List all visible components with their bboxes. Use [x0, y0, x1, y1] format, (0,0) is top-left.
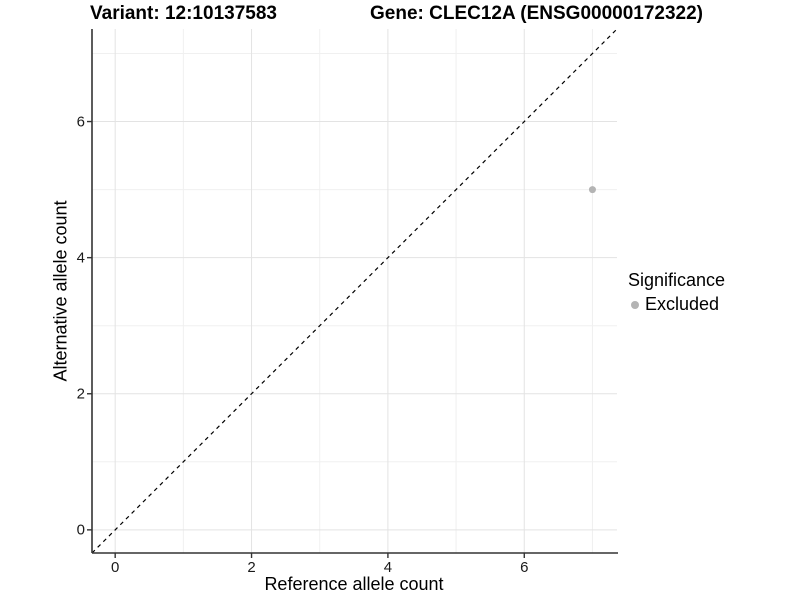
x-tick-label: 4: [383, 559, 393, 576]
legend-item-label: Excluded: [645, 294, 720, 314]
y-tick-label: 2: [76, 385, 85, 403]
x-tick-label: 0: [111, 559, 120, 576]
legend: Significance Excluded: [628, 270, 725, 315]
plot-title-variant: Variant: 12:10137583: [90, 3, 277, 24]
x-tick-label: 2: [247, 559, 256, 576]
y-tick-label: 6: [76, 113, 85, 131]
legend-title: Significance: [628, 270, 726, 290]
x-axis-title: Reference allele count: [264, 574, 444, 594]
legend-key-dot-icon: [631, 300, 639, 309]
identity-reference-line: [91, 28, 618, 554]
legend-item-excluded: Excluded: [628, 294, 725, 315]
plot-title-gene: Gene: CLEC12A (ENSG00000172322): [370, 3, 704, 24]
y-tick-label: 0: [76, 521, 85, 539]
x-tick-label: 6: [520, 559, 529, 576]
y-tick-label: 4: [76, 249, 85, 267]
y-axis-title: Alternative allele count: [50, 200, 71, 382]
data-point: [588, 186, 596, 194]
